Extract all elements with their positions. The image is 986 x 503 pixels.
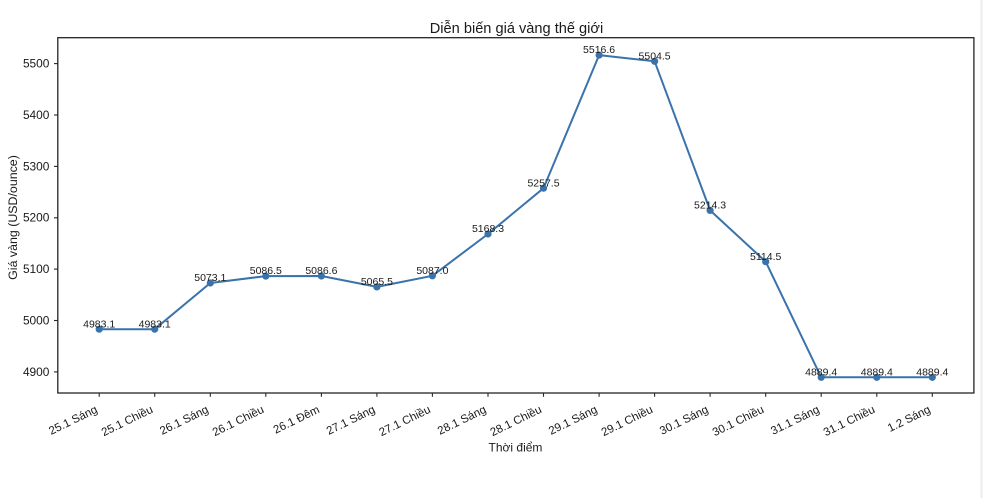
svg-text:5114.5: 5114.5 [750, 251, 781, 263]
svg-text:5214.3: 5214.3 [694, 200, 726, 212]
svg-text:Thời điểm: Thời điểm [489, 440, 543, 454]
svg-text:4889.4: 4889.4 [805, 366, 837, 378]
svg-text:5065.5: 5065.5 [361, 276, 393, 288]
svg-text:5073.1: 5073.1 [194, 272, 226, 284]
svg-text:5100: 5100 [23, 262, 50, 276]
svg-text:5000: 5000 [23, 313, 50, 327]
svg-text:4889.4: 4889.4 [916, 366, 948, 378]
svg-text:5086.5: 5086.5 [250, 265, 282, 277]
svg-text:5400: 5400 [23, 108, 50, 122]
svg-text:4900: 4900 [23, 365, 50, 379]
svg-text:Diễn biến giá vàng thế giới: Diễn biến giá vàng thế giới [430, 20, 603, 37]
svg-text:4983.1: 4983.1 [139, 318, 171, 330]
svg-text:5087.0: 5087.0 [416, 265, 448, 277]
svg-text:5504.5: 5504.5 [639, 50, 671, 62]
svg-text:5168.3: 5168.3 [472, 223, 504, 235]
svg-text:5300: 5300 [23, 159, 50, 173]
svg-text:4983.1: 4983.1 [83, 318, 115, 330]
svg-text:5200: 5200 [23, 211, 50, 225]
svg-text:Giá vàng (USD/ounce): Giá vàng (USD/ounce) [6, 155, 20, 280]
svg-text:5500: 5500 [23, 57, 50, 71]
svg-text:5516.6: 5516.6 [583, 44, 615, 56]
svg-text:4889.4: 4889.4 [861, 366, 893, 378]
svg-text:5257.5: 5257.5 [527, 177, 559, 189]
svg-text:5086.6: 5086.6 [305, 265, 337, 277]
